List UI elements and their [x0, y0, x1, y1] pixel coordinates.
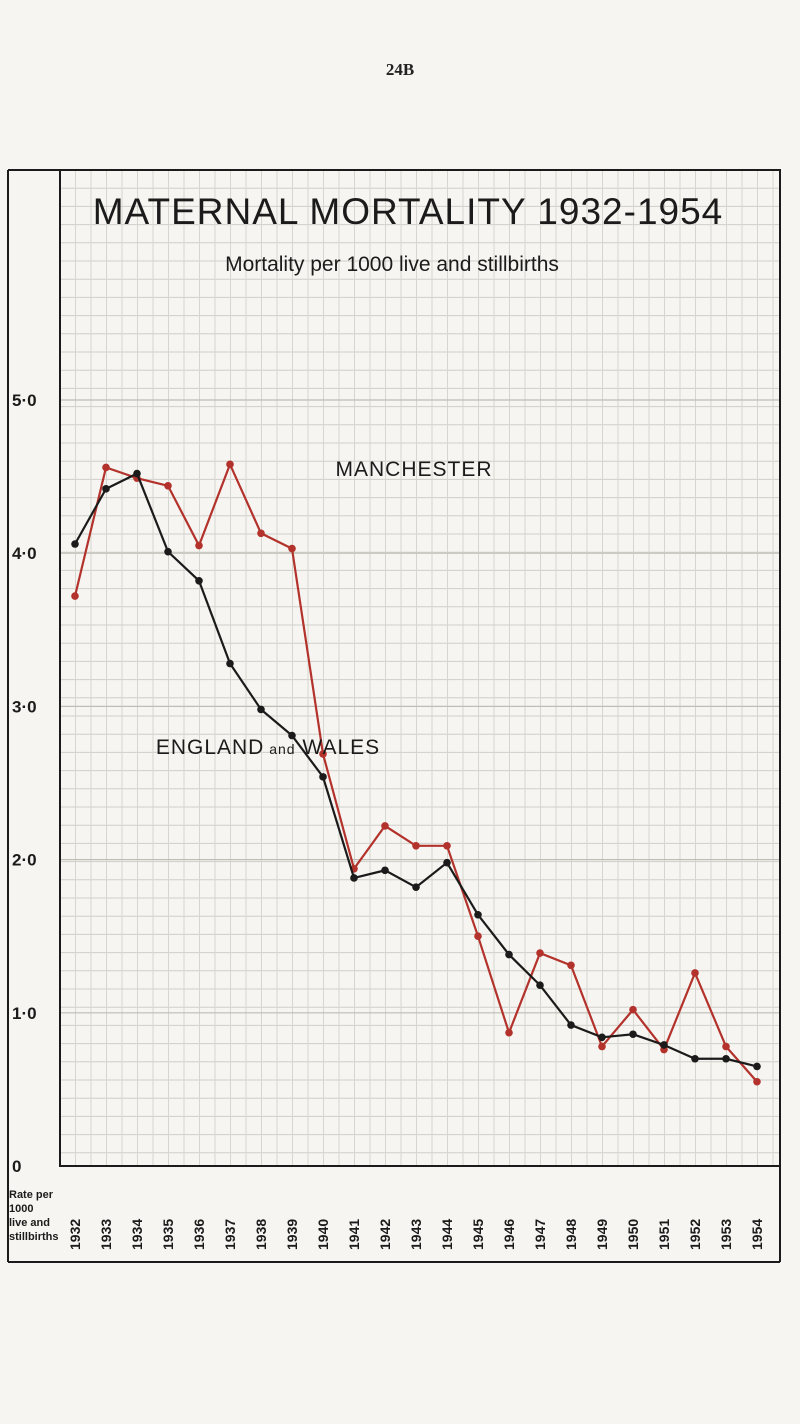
chart-title: MATERNAL MORTALITY 1932-1954 [93, 191, 724, 232]
y-tick-label: 2·0 [12, 851, 37, 870]
x-tick-label: 1946 [501, 1219, 517, 1250]
england-wales-point [753, 1062, 761, 1071]
manchester-point [505, 1028, 513, 1037]
x-tick-label: 1934 [129, 1219, 145, 1250]
england-wales-point [350, 874, 358, 882]
england-wales-point [536, 981, 544, 990]
x-tick-label: 1942 [377, 1219, 393, 1250]
x-tick-label: 1940 [315, 1219, 331, 1250]
manchester-point [753, 1077, 761, 1086]
manchester-point [474, 932, 482, 940]
england-wales-point [505, 950, 513, 959]
england-wales-point [598, 1033, 606, 1042]
y-tick-label: 0 [12, 1157, 21, 1176]
england-wales-point [474, 910, 482, 919]
england-wales-point [319, 773, 327, 781]
england-wales-point [164, 547, 172, 556]
manchester-point [567, 961, 575, 970]
x-tick-label: 1949 [594, 1219, 610, 1250]
manchester-point [319, 750, 327, 758]
x-tick-label: 1953 [718, 1219, 734, 1250]
x-tick-label: 1951 [656, 1219, 672, 1250]
x-tick-label: 1947 [532, 1219, 548, 1250]
x-tick-label: 1941 [346, 1219, 362, 1250]
y-tick-label: 1·0 [12, 1004, 37, 1023]
england-wales-point [629, 1030, 637, 1039]
manchester-point [288, 544, 296, 553]
manchester-point [722, 1042, 730, 1051]
england-wales-point [226, 659, 234, 668]
england-wales-point [381, 866, 389, 875]
x-tick-label: 1936 [191, 1219, 207, 1250]
manchester-point [443, 842, 451, 850]
england-wales-point [133, 469, 141, 478]
x-tick-label: 1944 [439, 1219, 455, 1250]
x-tick-label: 1932 [67, 1219, 83, 1250]
england-wales-point [195, 576, 203, 585]
chart-grid [59, 169, 780, 1167]
england-wales-point [412, 883, 420, 891]
england-wales-point [691, 1054, 699, 1063]
england-wales-point [722, 1054, 730, 1063]
x-tick-label: 1950 [625, 1219, 641, 1250]
england-wales-point [288, 731, 296, 740]
y-tick-label: 5·0 [12, 391, 37, 410]
x-tick-label: 1952 [687, 1219, 703, 1250]
y-axis-label: Rate per 1000 live and stillbirths [9, 1189, 59, 1243]
y-tick-labels: 0 1·0 2·0 3·0 4·0 5·0 [12, 391, 37, 1176]
england-wales-point [71, 540, 79, 548]
x-tick-label: 1948 [563, 1219, 579, 1250]
y-tick-label: 4·0 [12, 544, 37, 563]
manchester-point [164, 481, 172, 490]
manchester-point [71, 592, 79, 600]
chart-subtitle: Mortality per 1000 live and stillbirths [225, 253, 559, 276]
manchester-point [598, 1042, 606, 1051]
x-tick-label: 1943 [408, 1219, 424, 1250]
england-wales-point [567, 1021, 575, 1029]
series-label-england-wales: ENGLAND and WALES [156, 736, 380, 759]
x-tick-label: 1938 [253, 1219, 269, 1250]
manchester-point [195, 541, 203, 550]
manchester-point [257, 529, 265, 538]
manchester-point [381, 822, 389, 830]
manchester-point [226, 460, 234, 469]
x-tick-label: 1937 [222, 1219, 238, 1250]
england-wales-point [257, 705, 265, 714]
x-tick-label: 1939 [284, 1219, 300, 1250]
page-number: 24B [385, 60, 415, 79]
manchester-point [691, 969, 699, 977]
x-tick-label: 1935 [160, 1219, 176, 1250]
manchester-point [629, 1005, 637, 1014]
manchester-point [536, 949, 544, 957]
y-tick-label: 3·0 [12, 697, 37, 716]
england-wales-point [660, 1041, 668, 1049]
x-tick-label: 1933 [98, 1219, 114, 1250]
manchester-point [102, 463, 110, 472]
x-tick-label: 1954 [749, 1219, 765, 1250]
series-label-manchester: MANCHESTER [335, 458, 492, 481]
y-axis-label-line: stillbirths [9, 1231, 59, 1243]
series-lines [71, 460, 761, 1086]
y-axis-label-line: 1000 [9, 1203, 33, 1215]
series-labels: MANCHESTER ENGLAND and WALES [156, 458, 492, 759]
y-axis-label-line: Rate per [9, 1189, 54, 1201]
x-tick-label: 1945 [470, 1219, 486, 1250]
chart-axes [7, 169, 781, 1263]
manchester-point [412, 842, 420, 850]
x-tick-labels: 1932 1933 1934 1935 1936 1937 1938 1939 1940 1941… [67, 1219, 765, 1250]
england-wales-point [443, 858, 451, 867]
y-axis-label-line: live and [9, 1217, 50, 1229]
england-wales-point [102, 485, 110, 493]
